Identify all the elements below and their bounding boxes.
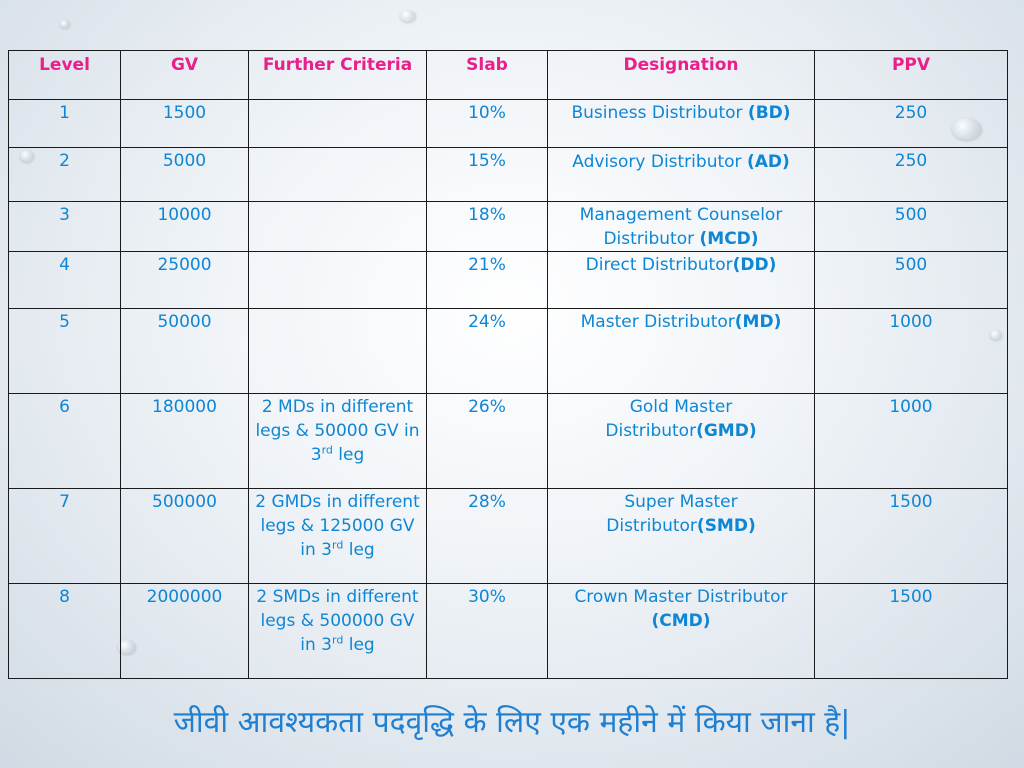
criteria-superscript: rd [321, 443, 333, 457]
gv-cell: 180000 [120, 393, 249, 489]
designation-cell: Business Distributor (BD) [547, 99, 815, 148]
level-cell: 2 [8, 147, 121, 202]
slab-cell: 18% [426, 201, 548, 252]
ppv-cell: 1500 [814, 488, 1008, 584]
designation-cell: Advisory Distributor (AD) [547, 147, 815, 202]
water-drop-decoration [60, 20, 70, 28]
table-row: 6 180000 2 MDs in different legs & 50000… [8, 393, 1008, 489]
ppv-cell: 1000 [814, 393, 1008, 489]
designation-abbreviation: (CMD) [651, 611, 711, 631]
slab-cell: 24% [426, 308, 548, 394]
level-cell: 5 [8, 308, 121, 394]
header-ppv: PPV [814, 50, 1008, 100]
designation-name: Master Distributor [580, 312, 735, 332]
designation-cell: Gold Master Distributor(GMD) [547, 393, 815, 489]
criteria-cell [248, 147, 427, 202]
footer-note: जीवी आवश्यकता पदवृद्धि के लिए एक महीने म… [173, 705, 851, 740]
ppv-cell: 250 [814, 147, 1008, 202]
designation-abbreviation: (SMD) [696, 516, 756, 536]
ppv-cell: 1000 [814, 308, 1008, 394]
designation-cell: Crown Master Distributor (CMD) [547, 583, 815, 679]
header-slab: Slab [426, 50, 548, 100]
designation-name: Gold Master Distributor [605, 397, 733, 441]
criteria-text-end: leg [332, 445, 365, 465]
criteria-cell [248, 201, 427, 252]
criteria-text-end: leg [343, 635, 375, 655]
table-header-row: Level GV Further Criteria Slab Designati… [8, 50, 1008, 100]
designation-abbreviation: (MCD) [699, 229, 759, 249]
designation-name: Direct Distributor [585, 255, 733, 275]
criteria-cell: 2 SMDs in different legs & 500000 GV in … [248, 583, 427, 679]
designation-cell: Super Master Distributor(SMD) [547, 488, 815, 584]
header-level: Level [8, 50, 121, 100]
ppv-cell: 500 [814, 251, 1008, 309]
slab-cell: 21% [426, 251, 548, 309]
criteria-text: 2 GMDs in different legs & 125000 GV in … [255, 492, 420, 560]
level-cell: 1 [8, 99, 121, 148]
criteria-cell [248, 99, 427, 148]
level-cell: 7 [8, 488, 121, 584]
criteria-text: 2 SMDs in different legs & 500000 GV in … [256, 587, 419, 655]
designation-abbreviation: (AD) [746, 152, 790, 172]
criteria-cell: 2 GMDs in different legs & 125000 GV in … [248, 488, 427, 584]
table-row: 1 1500 10% Business Distributor (BD) 250 [8, 99, 1008, 148]
designation-abbreviation: (DD) [732, 255, 777, 275]
slab-cell: 26% [426, 393, 548, 489]
ppv-cell: 1500 [814, 583, 1008, 679]
gv-cell: 5000 [120, 147, 249, 202]
criteria-cell: 2 MDs in different legs & 50000 GV in 3r… [248, 393, 427, 489]
gv-cell: 2000000 [120, 583, 249, 679]
header-further-criteria: Further Criteria [248, 50, 427, 100]
criteria-text-end: leg [343, 540, 375, 560]
designation-abbreviation: (GMD) [696, 421, 757, 441]
gv-cell: 25000 [120, 251, 249, 309]
designation-cell: Master Distributor(MD) [547, 308, 815, 394]
designation-abbreviation: (MD) [734, 312, 782, 332]
criteria-cell [248, 308, 427, 394]
criteria-superscript: rd [332, 538, 344, 552]
table-row: 2 5000 15% Advisory Distributor (AD) 250 [8, 147, 1008, 202]
slab-cell: 10% [426, 99, 548, 148]
header-designation: Designation [547, 50, 815, 100]
table-row: 3 10000 18% Management Counselor Distrib… [8, 201, 1008, 252]
table-row: 8 2000000 2 SMDs in different legs & 500… [8, 583, 1008, 679]
slab-cell: 15% [426, 147, 548, 202]
designation-name: Business Distributor [571, 103, 748, 123]
designation-cell: Direct Distributor(DD) [547, 251, 815, 309]
designation-name: Super Master Distributor [606, 492, 738, 536]
table-row: 5 50000 24% Master Distributor(MD) 1000 [8, 308, 1008, 394]
designation-cell: Management Counselor Distributor (MCD) [547, 201, 815, 252]
designation-name: Crown Master Distributor [574, 587, 788, 607]
header-gv: GV [120, 50, 249, 100]
designation-abbreviation: (BD) [747, 103, 791, 123]
gv-cell: 50000 [120, 308, 249, 394]
gv-cell: 10000 [120, 201, 249, 252]
criteria-superscript: rd [332, 633, 344, 647]
designation-name: Management Counselor Distributor [579, 205, 783, 249]
slab-cell: 28% [426, 488, 548, 584]
table-row: 7 500000 2 GMDs in different legs & 1250… [8, 488, 1008, 584]
level-cell: 4 [8, 251, 121, 309]
table-row: 4 25000 21% Direct Distributor(DD) 500 [8, 251, 1008, 309]
gv-cell: 1500 [120, 99, 249, 148]
level-cell: 3 [8, 201, 121, 252]
slab-cell: 30% [426, 583, 548, 679]
criteria-cell [248, 251, 427, 309]
ppv-cell: 250 [814, 99, 1008, 148]
level-table: Level GV Further Criteria Slab Designati… [8, 50, 1008, 679]
criteria-text: 2 MDs in different legs & 50000 GV in 3 [255, 397, 420, 465]
water-drop-decoration [400, 10, 416, 22]
designation-name: Advisory Distributor [572, 152, 747, 172]
gv-cell: 500000 [120, 488, 249, 584]
level-cell: 8 [8, 583, 121, 679]
level-cell: 6 [8, 393, 121, 489]
ppv-cell: 500 [814, 201, 1008, 252]
